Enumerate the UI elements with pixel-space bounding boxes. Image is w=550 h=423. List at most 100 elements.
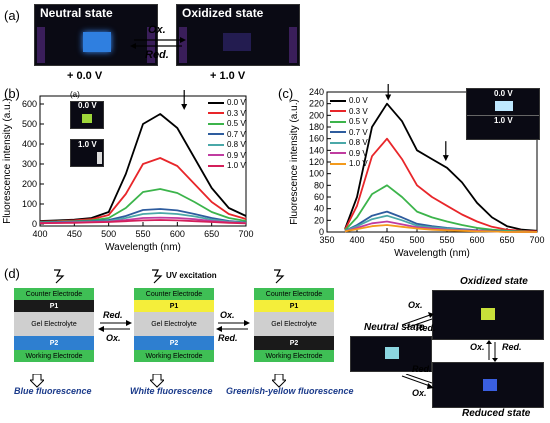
y-tick-label: 140 bbox=[309, 145, 324, 155]
device-2-caption: White fluorescence bbox=[130, 386, 213, 396]
arrow-23-top-label: Ox. bbox=[220, 310, 235, 320]
white-edge bbox=[97, 152, 102, 164]
y-tick-label: 500 bbox=[22, 119, 37, 129]
y-tick-label: 120 bbox=[309, 157, 324, 167]
p2-layer: P2 bbox=[14, 336, 94, 350]
x-tick-label: 600 bbox=[469, 235, 484, 245]
x-tick-label: 650 bbox=[499, 235, 514, 245]
legend-swatch bbox=[330, 152, 346, 155]
x-tick-label: 700 bbox=[529, 235, 544, 245]
y-tick-label: 180 bbox=[309, 122, 324, 132]
legend-item: 1.0 V bbox=[330, 159, 368, 168]
uv-excitation-label: UV excitation bbox=[166, 271, 217, 280]
legend-item: 0.8 V bbox=[208, 140, 246, 149]
panel-a-label: (a) bbox=[4, 8, 20, 23]
legend-label: 0.8 V bbox=[349, 138, 368, 147]
light-emission-spot bbox=[385, 347, 399, 359]
y-tick-label: 0 bbox=[32, 219, 37, 229]
arrow-12-top-label: Red. bbox=[103, 310, 123, 320]
down-arrow-head bbox=[442, 155, 449, 162]
legend-label: 1.0 V bbox=[227, 161, 246, 170]
legend-item: 0.3 V bbox=[330, 107, 368, 116]
legend-item: 0.5 V bbox=[208, 119, 246, 128]
reversible-arrows bbox=[130, 37, 186, 49]
x-tick-label: 550 bbox=[135, 229, 150, 239]
legend-swatch bbox=[208, 112, 224, 115]
legend-swatch bbox=[330, 99, 346, 102]
counter-electrode: Counter Electrode bbox=[254, 288, 334, 300]
legend-swatch bbox=[208, 122, 224, 125]
ox-arrow-label: Ox. bbox=[148, 24, 166, 36]
right-red1: Red. bbox=[416, 323, 436, 333]
x-axis-title: Wavelength (nm) bbox=[394, 248, 470, 259]
x-tick-label: 450 bbox=[67, 229, 82, 239]
inset-c-top-label: 0.0 V bbox=[494, 89, 513, 98]
working-electrode: Working Electrode bbox=[14, 350, 94, 362]
gel-electrolyte: Gel Electrolyte bbox=[14, 312, 94, 336]
p1-layer: P1 bbox=[134, 300, 214, 312]
series-line-03 bbox=[344, 137, 538, 233]
counter-electrode: Counter Electrode bbox=[14, 288, 94, 300]
down-arrow-icon bbox=[30, 374, 44, 388]
right-red3: Red. bbox=[412, 364, 432, 374]
y-tick-label: 40 bbox=[314, 204, 324, 214]
reduced-state-photo-d bbox=[432, 362, 544, 408]
oxidized-voltage: + 1.0 V bbox=[210, 70, 246, 82]
legend-swatch bbox=[330, 110, 346, 113]
reduced-state-label: Reduced state bbox=[462, 408, 531, 419]
legend-label: 0.3 V bbox=[349, 106, 368, 116]
lightning-icon bbox=[54, 269, 65, 284]
legend-swatch bbox=[208, 101, 224, 104]
series-line-10 bbox=[39, 219, 247, 225]
legend-item: 0.7 V bbox=[208, 130, 246, 139]
inset-b-bottom-label: 1.0 V bbox=[78, 140, 97, 149]
y-tick-label: 600 bbox=[22, 99, 37, 109]
oxidized-state-photo bbox=[176, 4, 300, 66]
arrows-oxidized-reduced bbox=[486, 340, 498, 362]
green-emission-spot bbox=[82, 114, 92, 123]
gel-electrolyte: Gel Electrolyte bbox=[134, 312, 214, 336]
x-axis-title: Wavelength (nm) bbox=[105, 242, 181, 253]
legend-label: 0.8 V bbox=[227, 140, 246, 149]
legend-label: 0.5 V bbox=[227, 119, 246, 128]
legend-label: 0.0 V bbox=[227, 98, 246, 107]
x-tick-label: 500 bbox=[409, 235, 424, 245]
p2-layer: P2 bbox=[254, 336, 334, 350]
y-tick-label: 200 bbox=[22, 179, 37, 189]
y-tick-label: 60 bbox=[314, 192, 324, 202]
right-red2: Red. bbox=[502, 342, 522, 352]
legend-swatch bbox=[330, 162, 346, 165]
series-line-05 bbox=[39, 188, 247, 223]
panel-d-label: (d) bbox=[4, 266, 20, 281]
y-tick-label: 300 bbox=[22, 159, 37, 169]
p1-layer: P1 bbox=[254, 300, 334, 312]
legend-item: 0.0 V bbox=[208, 98, 246, 107]
inset-b-top bbox=[70, 101, 104, 129]
device-1-caption: Blue fluorescence bbox=[14, 386, 92, 396]
device-edge-right bbox=[289, 27, 297, 63]
oxidized-state-photo-d bbox=[432, 290, 544, 340]
x-tick-label: 550 bbox=[439, 235, 454, 245]
device-2: Counter Electrode P1 Gel Electrolyte P2 … bbox=[134, 288, 214, 374]
legend-item: 0.0 V bbox=[330, 96, 368, 105]
y-tick-label: 100 bbox=[309, 169, 324, 179]
legend-label: 0.5 V bbox=[349, 117, 368, 126]
red-arrow-label: Red. bbox=[145, 49, 169, 61]
oxidized-state-label: Oxidized state bbox=[460, 276, 528, 287]
device-3-caption: Greenish-yellow fluorescence bbox=[226, 386, 354, 396]
legend-item: 0.9 V bbox=[208, 151, 246, 160]
oxidized-state-caption: Oxidized state bbox=[182, 6, 264, 20]
x-tick-label: 700 bbox=[238, 229, 253, 239]
down-arrow-head bbox=[385, 94, 392, 101]
arrow-23-bottom-label: Red. bbox=[218, 333, 238, 343]
y-tick-label: 80 bbox=[314, 180, 324, 190]
panel-b-sublabel: (a) bbox=[70, 90, 80, 99]
working-electrode: Working Electrode bbox=[254, 350, 334, 362]
x-tick-label: 400 bbox=[349, 235, 364, 245]
y-axis-title: Fluorescence intensity (a.u.) bbox=[2, 98, 13, 224]
legend-item: 0.5 V bbox=[330, 117, 368, 126]
x-tick-label: 600 bbox=[170, 229, 185, 239]
dim-emission-spot bbox=[223, 33, 251, 51]
blue-emission-spot-d bbox=[483, 379, 497, 391]
